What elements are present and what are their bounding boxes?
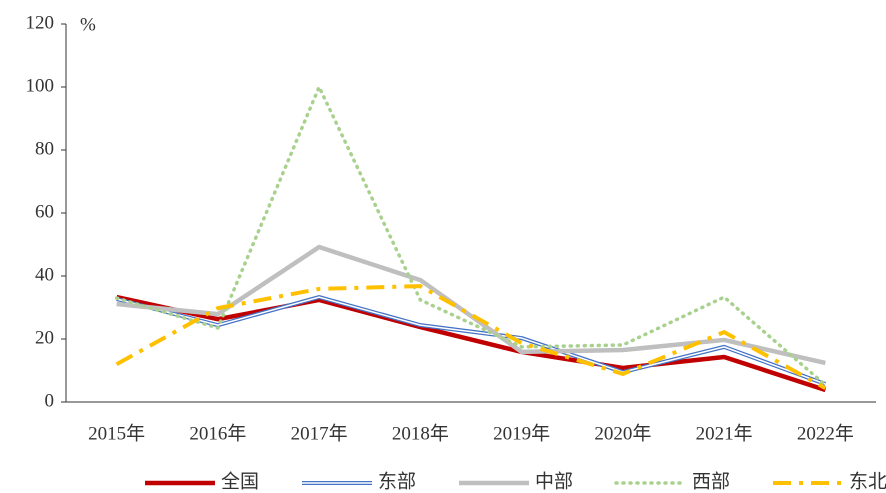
legend-label: 西部 (692, 470, 730, 492)
line-inner (116, 296, 826, 385)
y-tick-label: 120 (26, 12, 55, 33)
y-unit: % (80, 14, 96, 35)
y-tick-label: 100 (26, 75, 55, 96)
line-series (116, 294, 827, 393)
line-series (116, 244, 826, 366)
x-tick-label: 2015年 (88, 422, 145, 444)
y-tick-label: 40 (35, 264, 54, 285)
y-tick-label: 0 (45, 390, 55, 411)
line-series (115, 284, 827, 390)
y-tick-label: 80 (35, 138, 54, 159)
x-tick-label: 2021年 (696, 422, 753, 444)
legend-label: 全国 (221, 470, 259, 492)
x-tick-label: 2017年 (291, 422, 348, 444)
x-tick-label: 2019年 (493, 422, 550, 444)
legend-label: 东北 (849, 470, 886, 492)
line-series (114, 85, 828, 387)
x-tick-label: 2022年 (797, 422, 854, 444)
legend-label: 东部 (378, 470, 416, 492)
x-tick-label: 2020年 (594, 422, 651, 444)
x-tick-label: 2016年 (189, 422, 246, 444)
x-tick-label: 2018年 (392, 422, 449, 444)
y-tick-label: 60 (35, 201, 54, 222)
y-tick-label: 20 (35, 327, 54, 348)
legend-label: 中部 (535, 470, 573, 492)
